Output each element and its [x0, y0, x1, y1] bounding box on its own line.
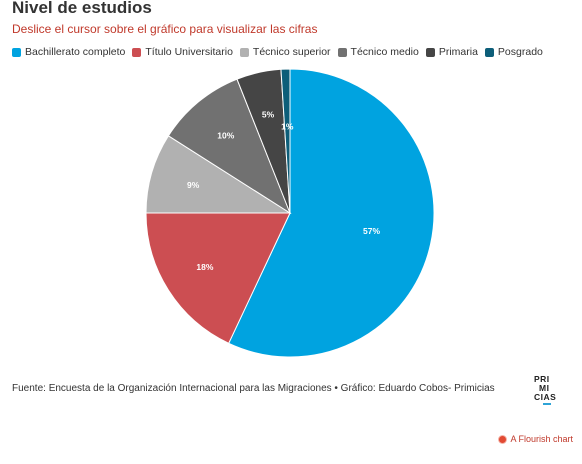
pie-slice[interactable]: [145, 135, 292, 214]
legend-item[interactable]: Técnico superior: [239, 46, 331, 58]
slice-label: 57%: [363, 226, 380, 236]
pie-slice[interactable]: [167, 78, 292, 215]
legend-item[interactable]: Posgrado: [484, 46, 543, 58]
legend-swatch: [337, 47, 347, 57]
chart-title: Nivel de estudios: [12, 0, 152, 17]
flourish-credit-link[interactable]: A Flourish chart: [499, 434, 573, 444]
logo-line: MI: [539, 383, 550, 393]
legend-swatch: [132, 47, 142, 57]
legend: Bachillerato completo Título Universitari…: [12, 46, 550, 58]
legend-swatch: [12, 47, 21, 57]
legend-swatch: [239, 47, 249, 57]
slice-label: 10%: [217, 130, 234, 140]
legend-swatch: [425, 47, 435, 57]
legend-label: Título Universitario: [145, 46, 233, 58]
legend-item[interactable]: Bachillerato completo: [12, 46, 125, 58]
legend-item[interactable]: Título Universitario: [132, 46, 233, 58]
legend-label: Técnico medio: [350, 46, 419, 58]
pie-slice[interactable]: [228, 68, 435, 358]
slice-label: 5%: [262, 110, 275, 120]
source-note: Fuente: Encuesta de la Organización Inte…: [12, 383, 495, 394]
logo-accent: [543, 403, 551, 405]
legend-label: Posgrado: [497, 46, 543, 58]
chart-subtitle: Deslice el cursor sobre el gráfico para …: [12, 22, 318, 36]
flourish-credit-label: A Flourish chart: [510, 434, 573, 444]
pie-chart: 57% 18% 9% 10% 5% 1%: [145, 68, 435, 358]
slice-label: 1%: [281, 122, 294, 132]
legend-label: Técnico superior: [252, 46, 331, 58]
pie-slice[interactable]: [145, 212, 291, 344]
legend-label: Primaria: [438, 46, 478, 58]
logo-line: CIAS: [534, 392, 557, 402]
logo-line: PRI: [534, 374, 550, 384]
legend-label: Bachillerato completo: [25, 46, 126, 58]
legend-item[interactable]: Técnico medio: [337, 46, 419, 58]
pie-slice[interactable]: [280, 68, 291, 214]
legend-swatch: [484, 47, 494, 57]
flourish-icon: [499, 435, 507, 443]
primicias-logo: PRI MI CIAS: [534, 375, 564, 405]
slice-label: 18%: [196, 262, 213, 272]
slice-label: 9%: [187, 180, 200, 190]
legend-item[interactable]: Primaria: [425, 46, 478, 58]
